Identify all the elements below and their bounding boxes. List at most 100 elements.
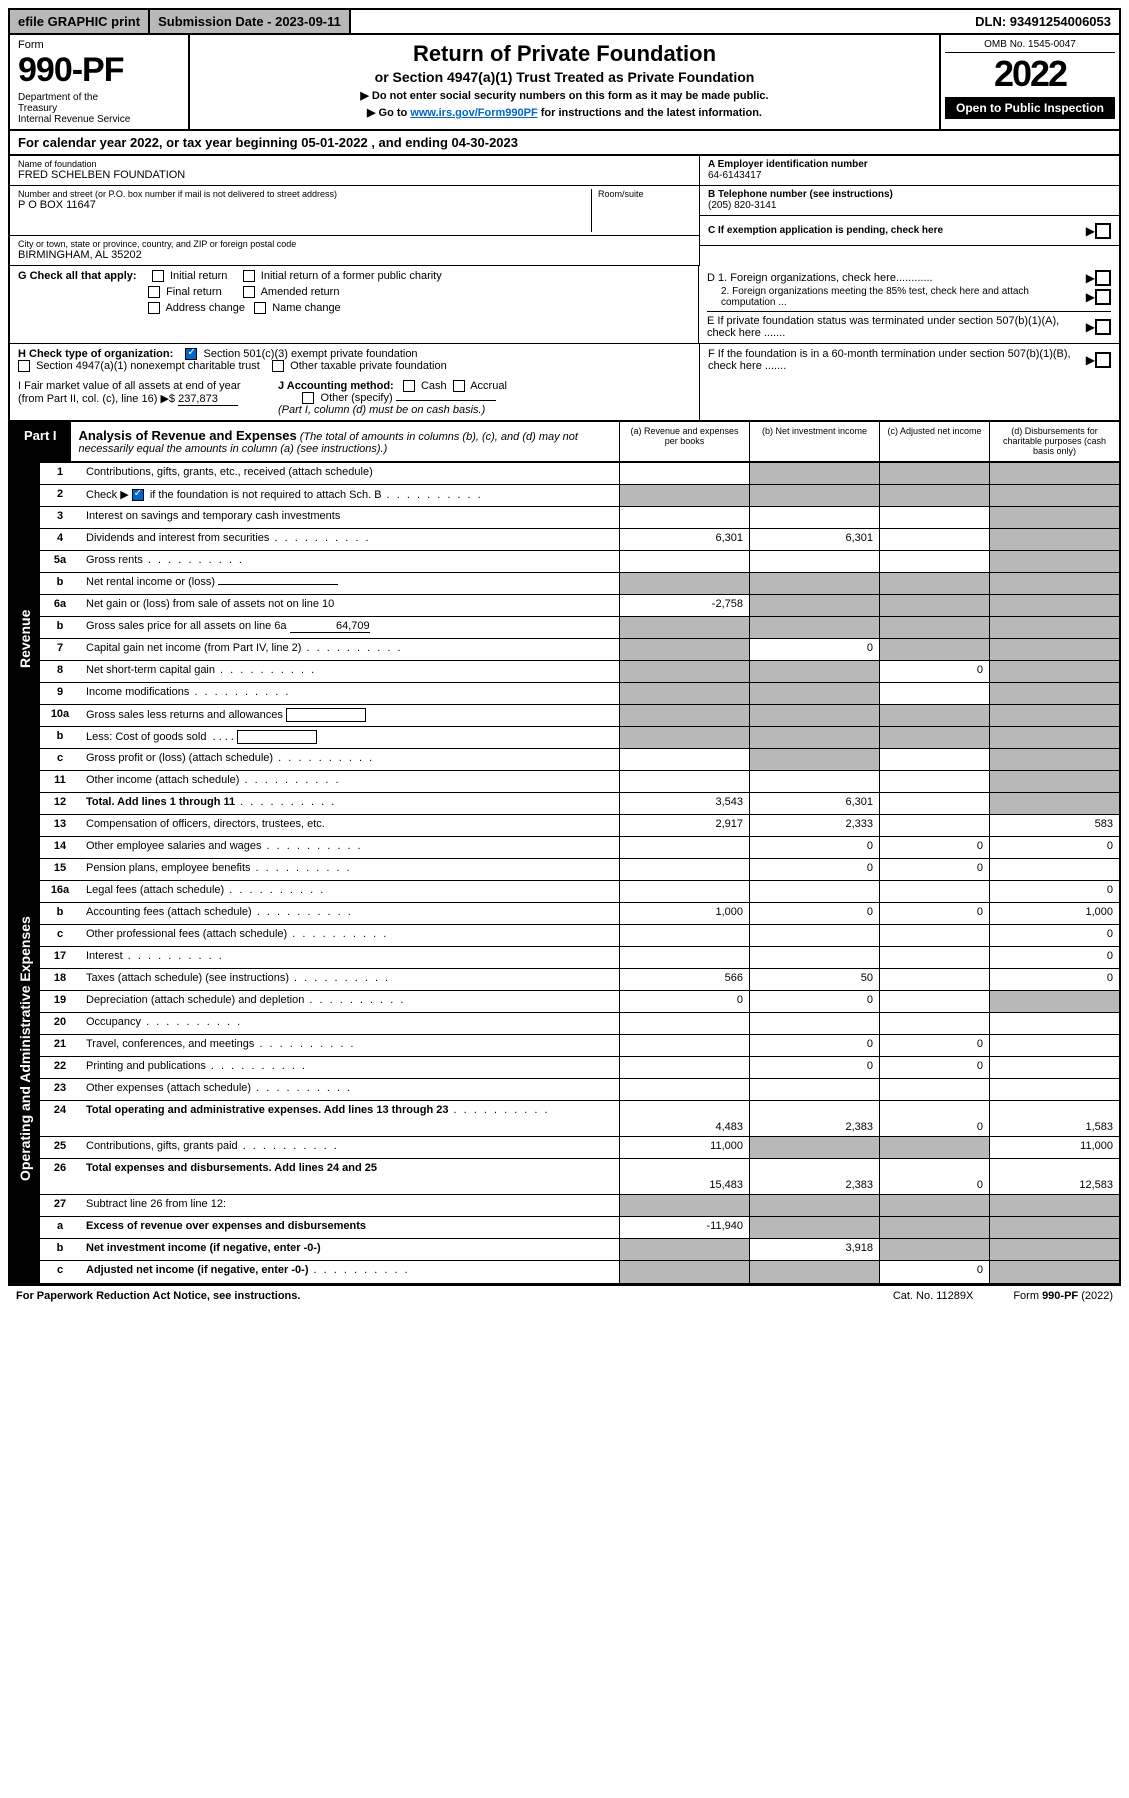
line-26: 26 Total expenses and disbursements. Add… <box>40 1159 1119 1195</box>
section-g-row: G Check all that apply: Initial return I… <box>8 266 1121 344</box>
city: BIRMINGHAM, AL 35202 <box>18 249 691 261</box>
chk-initial-former[interactable] <box>243 270 255 282</box>
chk-501c3[interactable] <box>185 348 197 360</box>
info-left: Name of foundation FRED SCHELBEN FOUNDAT… <box>10 156 699 266</box>
chk-name-change[interactable] <box>254 302 266 314</box>
fmv-value: 237,873 <box>178 393 238 406</box>
expense-rows: 13 Compensation of officers, directors, … <box>40 815 1119 1283</box>
g-section: G Check all that apply: Initial return I… <box>10 266 699 344</box>
header-right: OMB No. 1545-0047 2022 Open to Public In… <box>939 35 1119 129</box>
tax-year: 2022 <box>945 53 1115 95</box>
line-17: 17 Interest 0 <box>40 947 1119 969</box>
line-25: 25 Contributions, gifts, grants paid 11,… <box>40 1137 1119 1159</box>
form-subtitle: or Section 4947(a)(1) Trust Treated as P… <box>202 69 927 85</box>
line-24: 24 Total operating and administrative ex… <box>40 1101 1119 1137</box>
chk-other-taxable[interactable] <box>272 360 284 372</box>
header-left: Form 990-PF Department of theTreasuryInt… <box>10 35 190 129</box>
chk-f[interactable] <box>1095 352 1111 368</box>
line-16b: b Accounting fees (attach schedule) 1,00… <box>40 903 1119 925</box>
name-label: Name of foundation <box>18 159 691 169</box>
chk-accrual[interactable] <box>453 380 465 392</box>
ein-label: A Employer identification number <box>708 159 1111 170</box>
line-10c: c Gross profit or (loss) (attach schedul… <box>40 749 1119 771</box>
line-9: 9 Income modifications <box>40 683 1119 705</box>
arrow-icon: ▶ <box>1086 224 1095 238</box>
c-label: C If exemption application is pending, c… <box>708 225 1086 236</box>
form-title: Return of Private Foundation <box>202 41 927 67</box>
line-7: 7 Capital gain net income (from Part IV,… <box>40 639 1119 661</box>
line-5b: b Net rental income or (loss) <box>40 573 1119 595</box>
header-mid: Return of Private Foundation or Section … <box>190 35 939 129</box>
omb-number: OMB No. 1545-0047 <box>945 39 1115 53</box>
chk-other-method[interactable] <box>302 392 314 404</box>
form-label: Form <box>18 39 180 51</box>
line-14: 14 Other employee salaries and wages 0 0… <box>40 837 1119 859</box>
part1-tag: Part I <box>10 422 71 461</box>
line-23: 23 Other expenses (attach schedule) <box>40 1079 1119 1101</box>
line-15: 15 Pension plans, employee benefits 0 0 <box>40 859 1119 881</box>
h-row: H Check type of organization: Section 50… <box>8 344 1121 376</box>
ij-section: I Fair market value of all assets at end… <box>10 376 699 420</box>
irs-link[interactable]: www.irs.gov/Form990PF <box>410 107 537 119</box>
form-note-2: ▶ Go to www.irs.gov/Form990PF for instru… <box>202 106 927 119</box>
line-11: 11 Other income (attach schedule) <box>40 771 1119 793</box>
expense-label: Operating and Administrative Expenses <box>10 815 40 1283</box>
chk-d2[interactable] <box>1095 289 1111 305</box>
address-box: Number and street (or P.O. box number if… <box>10 186 699 236</box>
topbar: efile GRAPHIC print Submission Date - 20… <box>8 8 1121 35</box>
line-10a: 10a Gross sales less returns and allowan… <box>40 705 1119 727</box>
revenue-block: Revenue 1 Contributions, gifts, grants, … <box>10 463 1119 815</box>
part1-header: Part I Analysis of Revenue and Expenses … <box>8 421 1121 463</box>
h-section: H Check type of organization: Section 50… <box>10 344 699 376</box>
col-b-hdr: (b) Net investment income <box>749 422 879 461</box>
efile-graphic-print[interactable]: efile GRAPHIC print <box>10 10 150 33</box>
form-header: Form 990-PF Department of theTreasuryInt… <box>8 35 1121 131</box>
h-label: H Check type of organization: <box>18 348 173 360</box>
ij-row: I Fair market value of all assets at end… <box>8 376 1121 421</box>
line-22: 22 Printing and publications 0 0 <box>40 1057 1119 1079</box>
form-number: 990-PF <box>18 51 180 90</box>
line-21: 21 Travel, conferences, and meetings 0 0 <box>40 1035 1119 1057</box>
info-right: A Employer identification number 64-6143… <box>699 156 1119 266</box>
part1-title: Analysis of Revenue and Expenses (The to… <box>71 422 619 461</box>
foundation-name-box: Name of foundation FRED SCHELBEN FOUNDAT… <box>10 156 699 186</box>
line-5a: 5a Gross rents <box>40 551 1119 573</box>
chk-4947[interactable] <box>18 360 30 372</box>
column-headers: (a) Revenue and expenses per books (b) N… <box>619 422 1119 461</box>
chk-amended[interactable] <box>243 286 255 298</box>
info-grid: Name of foundation FRED SCHELBEN FOUNDAT… <box>8 156 1121 266</box>
g-label: G Check all that apply: <box>18 270 137 282</box>
line-16a: 16a Legal fees (attach schedule) 0 <box>40 881 1119 903</box>
line-3: 3 Interest on savings and temporary cash… <box>40 507 1119 529</box>
phone: (205) 820-3141 <box>708 200 1111 211</box>
line-2: 2 Check ▶ if the foundation is not requi… <box>40 485 1119 507</box>
line-27b: b Net investment income (if negative, en… <box>40 1239 1119 1261</box>
chk-e[interactable] <box>1095 319 1111 335</box>
dln: DLN: 93491254006053 <box>967 10 1119 33</box>
chk-cash[interactable] <box>403 380 415 392</box>
chk-d1[interactable] <box>1095 270 1111 286</box>
chk-sch-b[interactable] <box>132 489 144 501</box>
chk-initial[interactable] <box>152 270 164 282</box>
ein-box: A Employer identification number 64-6143… <box>700 156 1119 186</box>
line-27a: a Excess of revenue over expenses and di… <box>40 1217 1119 1239</box>
phone-label: B Telephone number (see instructions) <box>708 189 1111 200</box>
exemption-box: C If exemption application is pending, c… <box>700 216 1119 246</box>
c-checkbox[interactable] <box>1095 223 1111 239</box>
address: P O BOX 11647 <box>18 199 591 211</box>
line-6a: 6a Net gain or (loss) from sale of asset… <box>40 595 1119 617</box>
form-ref: Form 990-PF (2022) <box>1013 1290 1113 1302</box>
line-18: 18 Taxes (attach schedule) (see instruct… <box>40 969 1119 991</box>
form-990pf-page: efile GRAPHIC print Submission Date - 20… <box>0 0 1129 1314</box>
chk-address[interactable] <box>148 302 160 314</box>
col-d-hdr: (d) Disbursements for charitable purpose… <box>989 422 1119 461</box>
line-20: 20 Occupancy <box>40 1013 1119 1035</box>
line-27c: c Adjusted net income (if negative, ente… <box>40 1261 1119 1283</box>
addr-label: Number and street (or P.O. box number if… <box>18 189 591 199</box>
chk-final[interactable] <box>148 286 160 298</box>
f-section: F If the foundation is in a 60-month ter… <box>699 344 1119 376</box>
d-e-section: D 1. Foreign organizations, check here..… <box>699 266 1119 344</box>
line-8: 8 Net short-term capital gain 0 <box>40 661 1119 683</box>
line-1: 1 Contributions, gifts, grants, etc., re… <box>40 463 1119 485</box>
public-inspection: Open to Public Inspection <box>945 97 1115 119</box>
